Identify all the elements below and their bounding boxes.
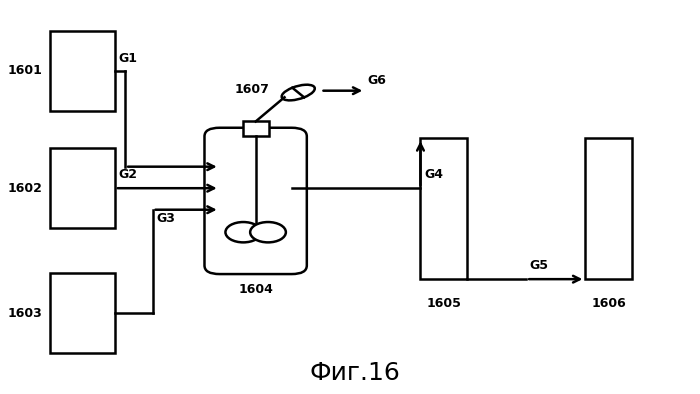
Text: G2: G2 — [118, 168, 137, 181]
Text: G4: G4 — [424, 168, 443, 181]
Bar — [50, 148, 115, 228]
Text: G3: G3 — [156, 212, 175, 225]
Text: Фиг.16: Фиг.16 — [310, 361, 400, 385]
Bar — [421, 138, 467, 279]
Bar — [50, 31, 115, 111]
Text: 1604: 1604 — [238, 283, 273, 296]
Text: 1606: 1606 — [592, 297, 626, 310]
FancyBboxPatch shape — [204, 128, 307, 274]
Text: G5: G5 — [530, 259, 549, 272]
Text: 1603: 1603 — [8, 307, 43, 320]
Bar — [243, 121, 269, 136]
Text: 1607: 1607 — [234, 83, 270, 96]
Bar — [585, 138, 632, 279]
Text: G6: G6 — [368, 74, 386, 87]
Bar — [50, 273, 115, 353]
Circle shape — [250, 222, 286, 242]
Text: 1601: 1601 — [8, 64, 43, 77]
Ellipse shape — [281, 85, 315, 100]
Text: 1605: 1605 — [426, 297, 461, 310]
Text: G1: G1 — [118, 52, 137, 65]
Circle shape — [225, 222, 261, 242]
Text: 1602: 1602 — [8, 182, 43, 195]
